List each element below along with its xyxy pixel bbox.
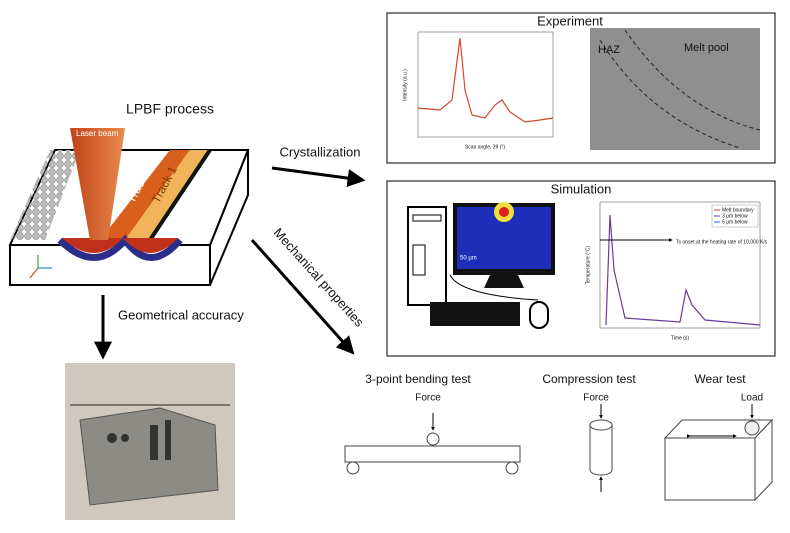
annotation: Ts onset at the heating rate of 10,000 K… xyxy=(676,239,768,245)
part-slot xyxy=(150,425,158,460)
thermal-plot xyxy=(599,201,761,329)
lpbf-title: LPBF process xyxy=(126,101,214,117)
laser-label: Laser beam xyxy=(76,129,119,138)
powder-edge xyxy=(9,149,56,246)
micrograph xyxy=(590,28,760,150)
panel-title: Simulation xyxy=(551,181,612,196)
legend xyxy=(711,204,759,228)
panel-title: Experiment xyxy=(537,13,603,28)
part xyxy=(79,407,219,506)
micrograph-label: HAZ xyxy=(598,44,620,56)
bending-test xyxy=(344,413,521,475)
arrow xyxy=(250,239,355,355)
compression-test xyxy=(589,404,613,492)
arrow-label: Geometrical accuracy xyxy=(118,307,244,322)
track-2 xyxy=(100,150,190,240)
arrow-label: Crystallization xyxy=(280,144,361,159)
axes-icon xyxy=(29,255,52,279)
test-title: 3-point bending test xyxy=(365,372,471,386)
xrd-x-label: Scan angle, 2θ (°) xyxy=(465,144,505,150)
legend-label: 3 μm below xyxy=(722,213,748,219)
simulation-panel xyxy=(386,180,776,357)
boundary xyxy=(599,39,741,149)
xrd-plot xyxy=(417,31,554,138)
test-title: Compression test xyxy=(542,372,636,386)
boundary xyxy=(624,29,761,131)
part-hole xyxy=(107,433,117,443)
legend-label: 5 μm below xyxy=(722,219,748,225)
scale-label: 50 μm xyxy=(460,256,477,262)
y-axis-label: Temperature (°C) xyxy=(585,245,591,284)
part-slot xyxy=(165,420,171,460)
melt-pool xyxy=(62,238,178,253)
legend-label: Melt boundary xyxy=(722,207,754,213)
laser-beam xyxy=(70,128,125,240)
test-label: Force xyxy=(415,393,441,404)
track-edge xyxy=(148,148,212,242)
part-hole xyxy=(121,434,129,442)
test-label: Load xyxy=(741,393,763,404)
computer xyxy=(407,202,555,329)
test-title: Wear test xyxy=(694,372,746,386)
xrd-curve xyxy=(417,37,554,123)
powder xyxy=(10,150,80,240)
x-axis-label: Time (s) xyxy=(671,335,689,341)
lpbf-illustration: Laser beam Track 2 Track 1 LPBF process xyxy=(8,101,250,286)
test-label: Force xyxy=(583,393,609,404)
thermal-curve xyxy=(605,214,761,326)
arrow xyxy=(271,166,366,188)
micrograph-label: Melt pool xyxy=(684,42,729,54)
wear-test xyxy=(663,404,774,502)
track-1 xyxy=(125,150,210,240)
xrd-y-label: Intensity (a.u.) xyxy=(402,69,408,101)
